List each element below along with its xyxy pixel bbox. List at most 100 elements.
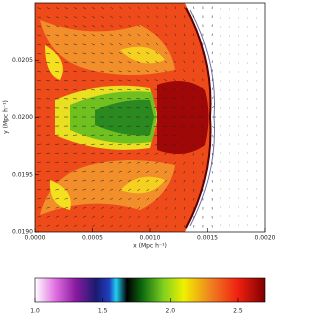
velocity-vector [165, 224, 168, 228]
velocity-vector [73, 170, 78, 173]
velocity-vector [37, 71, 42, 73]
velocity-vector [64, 179, 69, 182]
velocity-vector [183, 215, 186, 219]
velocity-vector [183, 197, 186, 201]
velocity-vector [37, 34, 42, 37]
velocity-vector [73, 215, 78, 218]
velocity-vector [101, 215, 105, 218]
velocity-vector [118, 79, 123, 82]
velocity-vector [91, 188, 96, 191]
velocity-vector [174, 179, 177, 183]
velocity-vector [100, 70, 105, 73]
velocity-vector [37, 197, 42, 200]
velocity-vector [164, 42, 168, 46]
velocity-vector [73, 80, 78, 82]
velocity-vector [37, 152, 42, 154]
velocity-vector [82, 61, 87, 64]
velocity-vector [127, 179, 132, 182]
velocity-vector [146, 24, 150, 28]
velocity-vector [127, 152, 132, 155]
velocity-vector [91, 61, 96, 64]
velocity-vector [211, 152, 214, 156]
velocity-vector [46, 179, 51, 182]
velocity-vector [192, 60, 195, 64]
velocity-vector [193, 179, 195, 183]
velocity-vector [192, 152, 195, 156]
velocity-vector [110, 224, 114, 228]
velocity-vector [192, 69, 195, 73]
velocity-vector [190, 106, 195, 109]
velocity-vector [55, 7, 60, 10]
velocity-vector [155, 188, 159, 192]
velocity-vector [46, 215, 51, 218]
velocity-vector [119, 197, 123, 200]
velocity-vector [46, 61, 51, 64]
velocity-vector [128, 206, 132, 210]
velocity-vector [183, 42, 186, 46]
velocity-vector [146, 188, 150, 192]
velocity-vector [174, 224, 177, 228]
velocity-vector [155, 60, 159, 64]
velocity-vector [211, 60, 213, 64]
velocity-vector [164, 179, 168, 183]
velocity-vector [136, 152, 141, 155]
velocity-vector [145, 61, 150, 64]
velocity-vector [64, 52, 69, 55]
velocity-vector [190, 125, 195, 128]
velocity-vector [82, 34, 87, 37]
velocity-vector [55, 80, 60, 82]
velocity-vector [73, 34, 78, 37]
velocity-vector [64, 161, 69, 164]
velocity-vector [109, 61, 114, 64]
velocity-vector [192, 170, 195, 174]
velocity-vector [118, 170, 123, 173]
velocity-vector [127, 170, 132, 173]
velocity-vector [136, 79, 141, 82]
velocity-vector [55, 71, 60, 73]
velocity-vector [172, 125, 177, 127]
velocity-vector [46, 43, 51, 46]
velocity-vector [64, 7, 69, 10]
velocity-vector [91, 43, 96, 46]
velocity-vector [73, 152, 78, 154]
velocity-vector [109, 188, 114, 191]
velocity-vector [165, 215, 168, 219]
velocity-vector [145, 170, 150, 173]
velocity-vector [146, 33, 150, 37]
velocity-vector [37, 188, 42, 191]
x-tick-label: 0.0010 [140, 235, 161, 242]
velocity-vector [154, 143, 159, 146]
velocity-vector [156, 215, 159, 219]
velocity-vector [91, 170, 96, 173]
velocity-vector [119, 215, 123, 219]
velocity-vector [183, 24, 186, 28]
velocity-vector [146, 206, 150, 210]
velocity-vector [55, 188, 60, 191]
velocity-vector [192, 78, 195, 82]
velocity-vector [73, 161, 78, 164]
velocity-vector [91, 25, 96, 28]
colorbar-tick-label: 2.0 [166, 308, 176, 315]
velocity-vector [136, 161, 141, 164]
velocity-vector [172, 143, 177, 146]
velocity-vector [145, 79, 150, 82]
velocity-vector [164, 161, 168, 165]
velocity-vector [46, 197, 51, 200]
colorbar-tick-label: 2.5 [233, 308, 243, 315]
velocity-vector [193, 42, 195, 46]
velocity-vector [146, 15, 150, 19]
velocity-vector [155, 179, 159, 183]
velocity-vector [82, 206, 87, 209]
velocity-vector [118, 52, 123, 55]
velocity-vector [73, 179, 78, 182]
velocity-vector [73, 43, 78, 46]
velocity-vector [155, 24, 159, 28]
velocity-vector [211, 125, 215, 129]
colorbar-tick-label: 1.0 [30, 308, 40, 315]
velocity-vector [137, 24, 141, 28]
velocity-vector [145, 161, 150, 164]
velocity-vector [73, 52, 78, 55]
velocity-vector [165, 6, 168, 10]
velocity-vector [183, 206, 186, 210]
velocity-vector [37, 224, 42, 227]
